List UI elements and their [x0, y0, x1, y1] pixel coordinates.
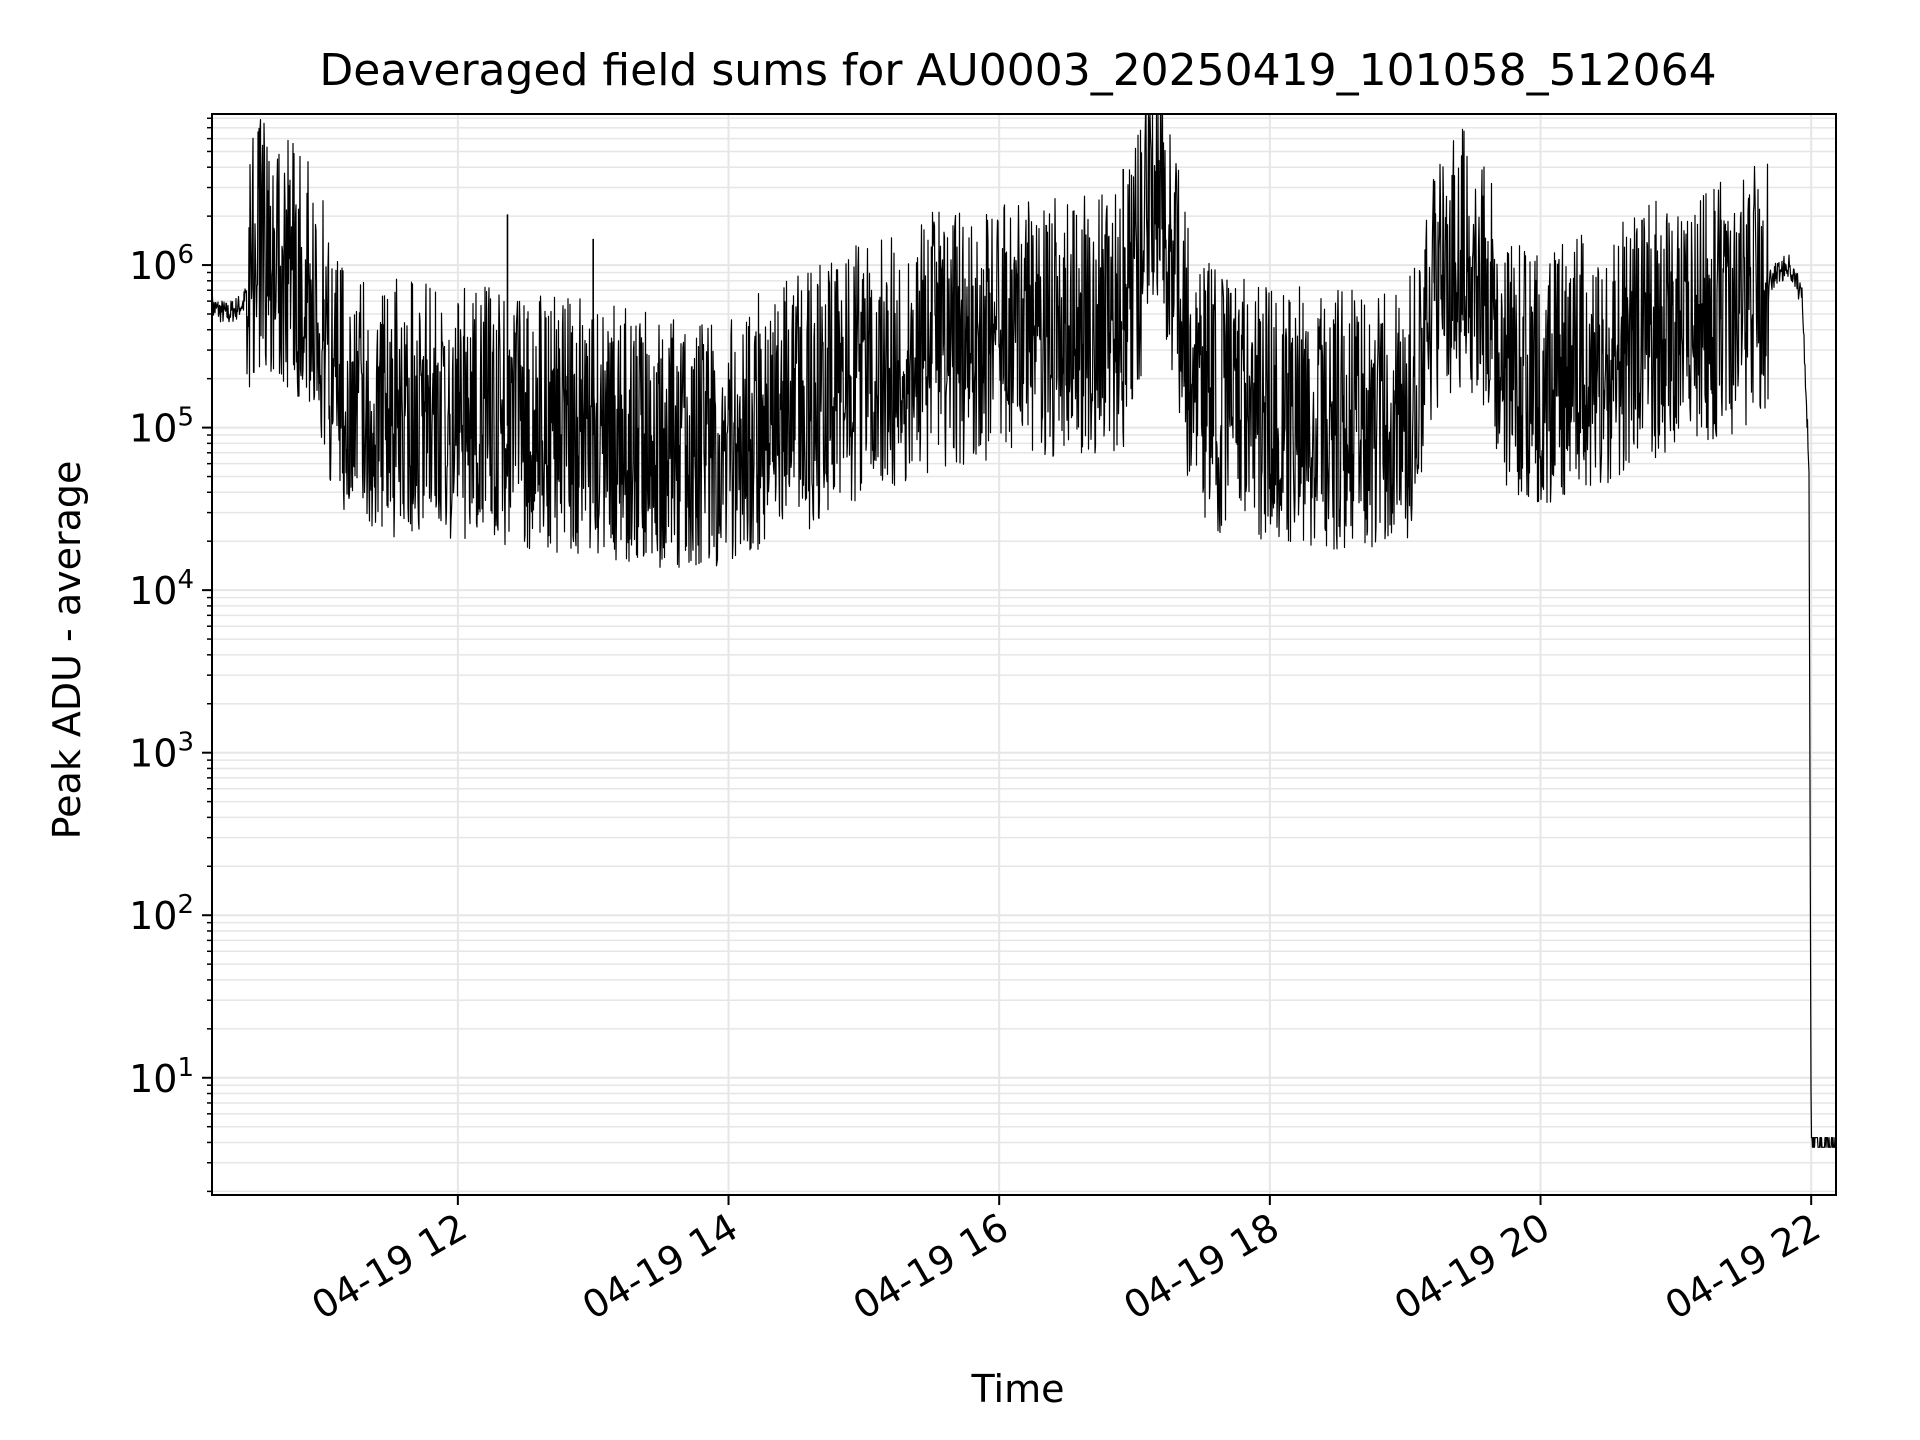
y-tick-label: 103	[129, 728, 194, 776]
x-tick-label: 04-19 14	[575, 1205, 745, 1329]
y-tick-label: 105	[129, 403, 194, 451]
tick-layer	[202, 117, 1813, 1205]
x-tick-label: 04-19 16	[846, 1205, 1016, 1329]
x-tick-label: 04-19 20	[1387, 1205, 1557, 1329]
y-tick-label: 101	[129, 1053, 194, 1101]
x-tick-labels: 04-19 12 04-19 14 04-19 16 04-19 18 04-19 20…	[304, 1205, 1827, 1329]
chart-title: Deaveraged field sums for AU0003_2025041…	[319, 45, 1716, 96]
x-tick-label: 04-19 18	[1116, 1205, 1286, 1329]
y-tick-label: 106	[129, 240, 194, 288]
x-tick-label: 04-19 12	[304, 1205, 474, 1329]
y-axis-label: Peak ADU - average	[45, 461, 89, 840]
data-layer	[211, 113, 1837, 1148]
y-tick-labels: 101 102 103 104 105 106	[129, 240, 194, 1101]
x-tick-label: 04-19 22	[1658, 1205, 1828, 1329]
y-tick-label: 102	[129, 890, 194, 938]
series-line	[211, 113, 1837, 1148]
x-axis-label: Time	[971, 1367, 1065, 1411]
y-tick-label: 104	[129, 565, 194, 613]
